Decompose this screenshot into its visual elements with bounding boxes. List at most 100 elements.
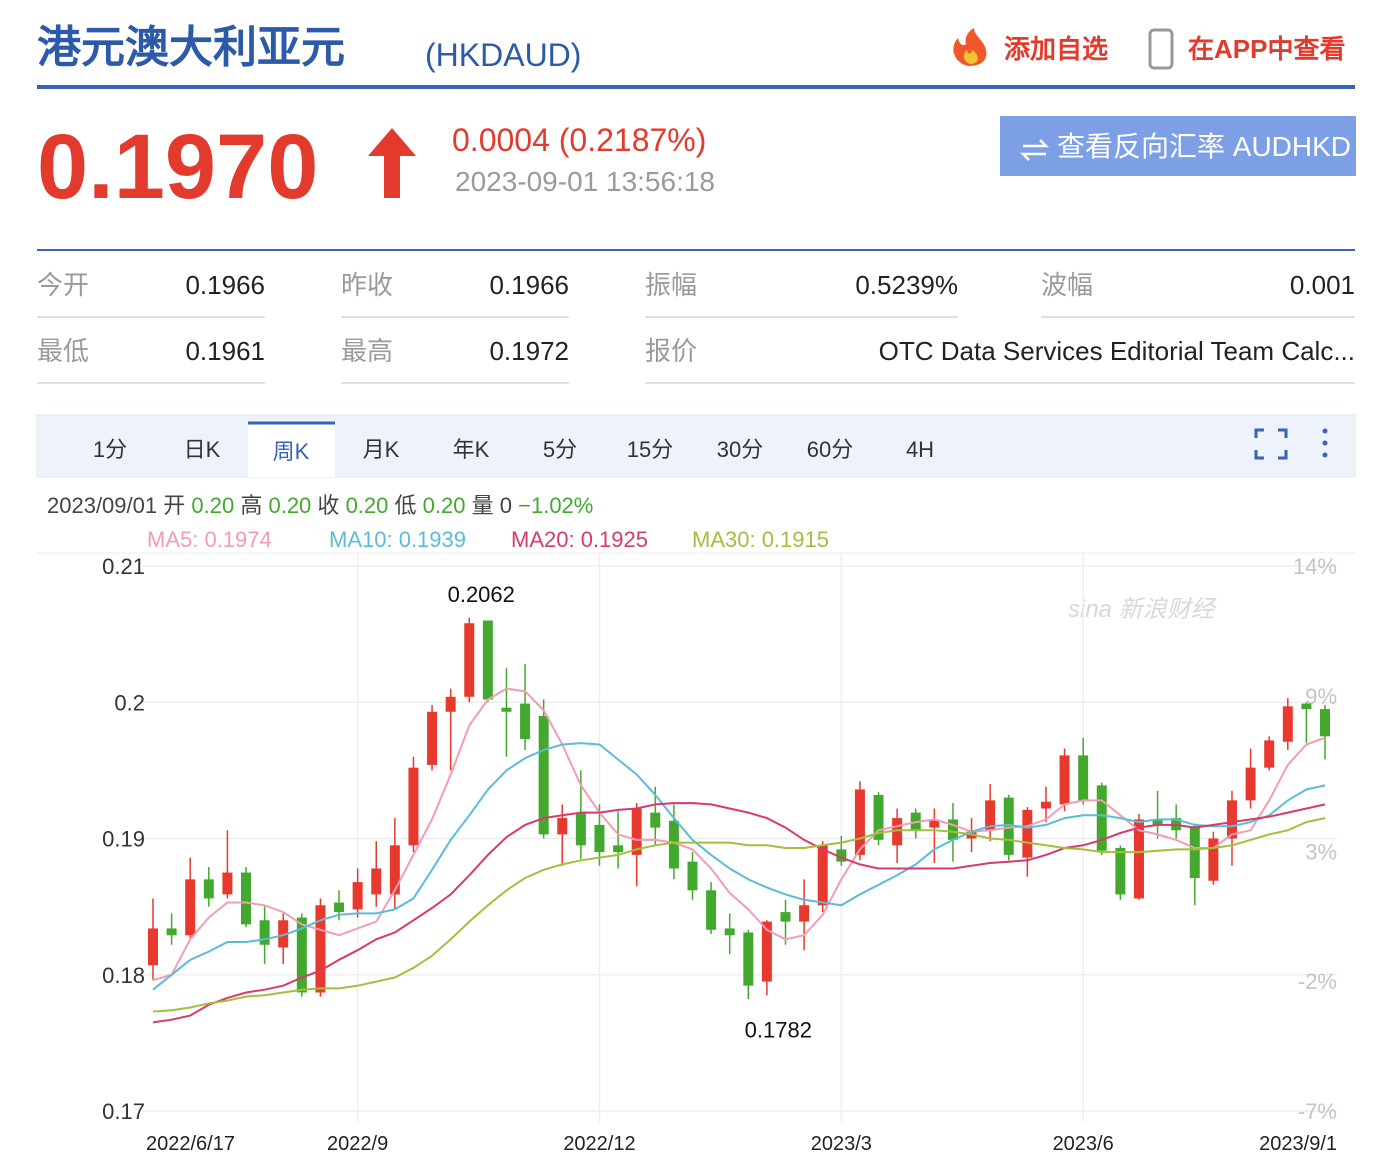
candle-body [929,819,940,828]
candle-body [538,715,549,835]
up-arrow [368,128,416,198]
candle-body [241,872,252,925]
candle-body [1226,800,1237,839]
ma-line [152,802,1326,1024]
candle-body [185,879,196,936]
candle-body [892,818,903,846]
candle-body [315,905,326,993]
watermark: sina 新浪财经 [1068,596,1218,623]
candle-body [650,812,661,828]
candle-body [464,623,475,697]
candle-body [854,789,865,855]
tab[interactable]: 1分 [93,437,127,462]
info-value: 0.20 [423,493,466,518]
candle-body [743,932,754,986]
candlestick-chart: 0.170.180.190.20.21-7%-2%3%9%14%2022/6/1… [102,527,1337,1154]
legend-entry: MA10: 0.1939 [329,527,466,552]
tab[interactable]: 日K [184,437,221,462]
candle-body [780,912,791,922]
tab-bar [36,414,1356,478]
stat-value: 0.1961 [185,336,265,366]
candle-body [1115,848,1126,895]
candle-body [1189,826,1200,879]
active-tab [248,422,335,477]
candle-body [761,921,772,982]
fire-icon-core [963,50,978,64]
open-app[interactable]: 在APP中查看 [1188,34,1345,64]
candle-body [947,819,958,840]
info-label: 高 [240,493,262,518]
candle-body [1282,706,1293,742]
tab[interactable]: 周K [273,439,310,464]
y-tick-label: 0.17 [102,1099,145,1124]
y2-tick-label: -2% [1298,969,1337,994]
y2-tick-label: -7% [1298,1099,1337,1124]
info-value: 0.20 [268,493,311,518]
candle-body [1208,838,1219,881]
candle-body [1152,819,1163,825]
stat-value: 0.1972 [489,336,569,366]
candle-body [687,861,698,891]
x-tick-label: 2023/9/1 [1259,1133,1337,1154]
reverse-button[interactable] [1000,116,1356,176]
tab[interactable]: 30分 [717,437,763,462]
candle-body [203,879,214,899]
candle-body [1096,785,1107,851]
stat-label: 振幅 [645,270,697,300]
candle-body [482,620,493,700]
candle-body [1059,755,1070,805]
info-label: 收 [317,493,339,518]
candle-body [520,703,531,740]
more-icon[interactable] [1322,428,1328,458]
ma-line [152,742,1326,991]
candle-body [668,820,679,869]
candle-body [724,928,735,936]
info-change: −1.02% [518,493,593,518]
candle-body [631,808,642,855]
y2-tick-label: 3% [1305,839,1337,864]
reverse-button-label[interactable]: 查看反向汇率 AUDHKD [1057,131,1351,162]
stat-value: 0.001 [1290,270,1355,300]
candle-body [1133,819,1144,899]
high-annotation: 0.2062 [448,582,515,607]
stat-separators [37,316,1355,384]
candle-body [445,696,456,712]
candle-body [408,767,419,846]
candle-body [1022,809,1033,858]
candle-body [1264,740,1275,768]
candle-body [148,928,158,966]
y-tick-label: 0.18 [102,963,145,988]
time: 2023-09-01 13:56:18 [455,166,715,197]
candle-body [799,905,810,922]
y2-tick-label: 14% [1293,554,1337,579]
tab[interactable]: 月K [363,437,400,462]
stat-value: 0.1966 [489,270,569,300]
phone-icon [1148,28,1174,70]
ma-line [152,817,1326,1013]
x-tick-label: 2023/6 [1053,1133,1114,1154]
stat-value: OTC Data Services Editorial Team Calc... [879,336,1355,366]
ma-line [152,687,1326,982]
tab[interactable]: 5分 [543,437,577,462]
stat-label: 最低 [37,336,89,366]
y-tick-label: 0.2 [114,690,145,715]
x-tick-label: 2022/12 [563,1133,635,1154]
candle-body [873,794,884,840]
x-tick-label: 2023/3 [811,1133,872,1154]
fullscreen-icon[interactable] [1254,428,1288,460]
stat-label: 今开 [37,270,89,300]
tab[interactable]: 60分 [807,437,853,462]
add-watch[interactable]: 添加自选 [1004,34,1108,64]
candle-body [1003,797,1014,855]
tab[interactable]: 15分 [627,437,673,462]
candle-body [278,920,289,948]
info-value: 0.20 [346,493,389,518]
change: 0.0004 (0.2187%) [452,122,706,158]
candle-body [389,845,400,895]
candle-body [594,824,605,853]
x-tick-label: 2022/6/17 [146,1133,235,1154]
tab[interactable]: 4H [906,437,934,462]
candle-body [1320,709,1330,737]
tab[interactable]: 年K [453,437,490,462]
